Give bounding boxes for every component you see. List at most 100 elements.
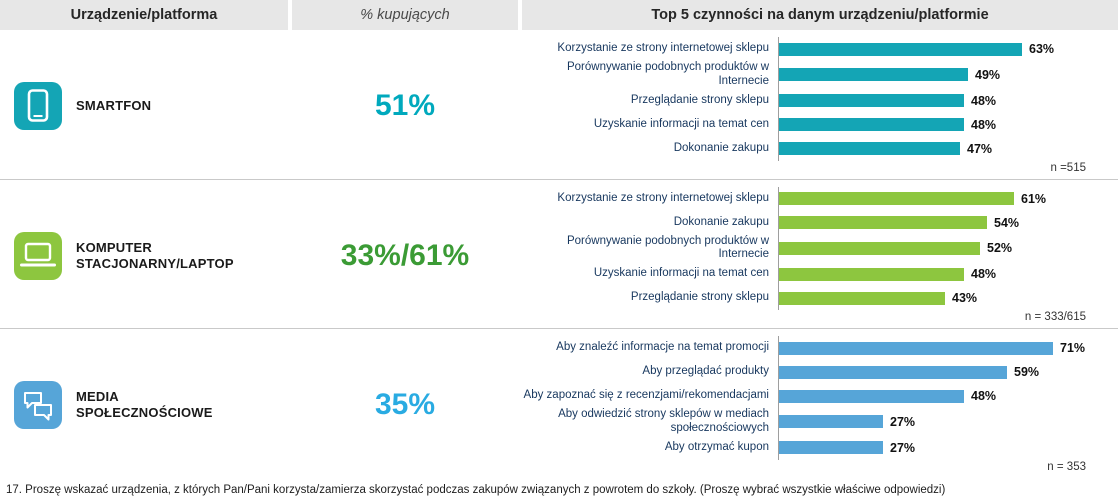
bar-area: 63% [778, 37, 1118, 61]
bar-label: Aby znaleźć informacje na temat promocji [556, 341, 769, 354]
bar-label: Aby zapoznać się z recenzjami/rekomendac… [523, 389, 769, 402]
laptop-icon [12, 230, 64, 282]
device-section: KOMPUTER STACJONARNY/LAPTOP 33%/61% Korzys… [0, 178, 1118, 329]
bar-row: Aby znaleźć informacje na temat promocji… [520, 336, 1118, 361]
bar-row: Korzystanie ze strony internetowej sklep… [520, 37, 1118, 61]
social-media-icon [12, 379, 64, 431]
bar-row: Porównywanie podobnych produktów w Inter… [520, 234, 1118, 263]
device-sections: SMARTFON 51% Korzystanie ze strony interne… [0, 30, 1118, 478]
bar [779, 216, 987, 230]
bar [779, 142, 960, 156]
bar-area: 71% [778, 336, 1118, 361]
bar [779, 68, 968, 82]
bars-cell: Korzystanie ze strony internetowej sklep… [520, 37, 1118, 176]
bar-value: 48% [971, 93, 997, 108]
bars-cell: Aby znaleźć informacje na temat promocji… [520, 336, 1118, 475]
device-section: SMARTFON 51% Korzystanie ze strony interne… [0, 30, 1118, 179]
bar-row: Uzyskanie informacji na temat cen 48% [520, 112, 1118, 137]
bar-value: 54% [994, 215, 1020, 230]
bar-row: Aby otrzymać kupon 27% [520, 435, 1118, 460]
footnote: 17. Proszę wskazać urządzenia, z których… [6, 483, 946, 496]
bar [779, 94, 964, 108]
bar-value: 48% [971, 117, 997, 132]
bar-value: 63% [1029, 42, 1055, 56]
bar [779, 441, 883, 455]
bar-area: 61% [778, 186, 1118, 211]
bar-label: Aby odwiedzić strony sklepów w mediach s… [558, 408, 769, 434]
bar-value: 61% [1021, 191, 1047, 206]
bar-area: 52% [778, 234, 1118, 263]
bar-label: Przeglądanie strony sklepu [630, 93, 769, 106]
bar-area: 54% [778, 210, 1118, 235]
bars-cell: Korzystanie ze strony internetowej sklep… [520, 186, 1118, 326]
bar [779, 267, 964, 281]
bar-row: Porównywanie podobnych produktów w Inter… [520, 61, 1118, 89]
bar [779, 389, 964, 403]
bar-label: Porównywanie podobnych produktów w Inter… [566, 61, 769, 87]
device-name: MEDIA SPOŁECZNOŚCIOWE [76, 389, 213, 421]
bar-area: 48% [778, 88, 1118, 113]
sample-size-label: n = 353 [1047, 460, 1086, 473]
device-name: KOMPUTER STACJONARNY/LAPTOP [76, 239, 234, 271]
bar-row: Aby odwiedzić strony sklepów w mediach s… [520, 408, 1118, 436]
buyers-percent-cell: 33%/61% [290, 239, 520, 273]
bar [779, 241, 980, 255]
bar-area: 48% [778, 112, 1118, 137]
bar-row: Dokonanie zakupu 47% [520, 136, 1118, 161]
bar-label: Porównywanie podobnych produktów w Inter… [566, 234, 769, 261]
bar-row: Uzyskanie informacji na temat cen 48% [520, 262, 1118, 287]
bar [779, 42, 1022, 56]
buyers-percent-cell: 51% [290, 89, 520, 123]
bar-area: 59% [778, 360, 1118, 385]
smartphone-icon [12, 80, 64, 132]
bar-value: 71% [1060, 341, 1086, 356]
device-name: SMARTFON [76, 98, 152, 114]
bar-value: 48% [971, 267, 997, 282]
bar-value: 47% [967, 141, 993, 156]
buyers-percent: 51% [374, 89, 436, 123]
bar-label: Aby przeglądać produkty [642, 365, 769, 378]
bar-area: 43% [778, 286, 1118, 311]
bar-label: Aby otrzymać kupon [664, 440, 769, 453]
bar-row: Przeglądanie strony sklepu 43% [520, 286, 1118, 311]
bar-label: Dokonanie zakupu [673, 141, 769, 154]
device-cell: KOMPUTER STACJONARNY/LAPTOP [0, 230, 290, 282]
device-section: MEDIA SPOŁECZNOŚCIOWE 35% Aby znaleźć info… [0, 328, 1118, 478]
header-cell-top5-activities: Top 5 czynności na danym urządzeniu/plat… [522, 0, 1118, 30]
sample-size-label: n =515 [1050, 161, 1087, 174]
header-cell-buyers-percent: % kupujących [292, 0, 518, 30]
bar-value: 27% [890, 414, 916, 429]
bar-row: Aby przeglądać produkty 59% [520, 360, 1118, 385]
bar [779, 192, 1014, 206]
bar [779, 365, 1007, 379]
bar-row: Korzystanie ze strony internetowej sklep… [520, 186, 1118, 211]
bar-label: Uzyskanie informacji na temat cen [593, 267, 769, 280]
sample-size-label: n = 333/615 [1024, 311, 1086, 324]
bar [779, 118, 964, 132]
bar-value: 43% [952, 291, 978, 306]
device-cell: SMARTFON [0, 80, 290, 132]
device-cell: MEDIA SPOŁECZNOŚCIOWE [0, 379, 290, 431]
bar [779, 291, 945, 305]
bar-label: Dokonanie zakupu [673, 215, 769, 228]
bar-value: 59% [1014, 365, 1040, 380]
bar-area: 48% [778, 262, 1118, 287]
bar-value: 49% [975, 67, 1001, 82]
bar-area: 27% [778, 408, 1118, 436]
bar-area: 47% [778, 136, 1118, 161]
bar-area: 49% [778, 61, 1118, 89]
bar-area: 48% [778, 384, 1118, 409]
bar-label: Przeglądanie strony sklepu [630, 291, 769, 304]
bar-row: Dokonanie zakupu 54% [520, 210, 1118, 235]
bar-label: Korzystanie ze strony internetowej sklep… [557, 191, 769, 204]
buyers-percent: 35% [374, 388, 436, 422]
bar-label: Uzyskanie informacji na temat cen [593, 117, 769, 130]
buyers-percent-cell: 35% [290, 388, 520, 422]
bar-row: Aby zapoznać się z recenzjami/rekomendac… [520, 384, 1118, 409]
bar-value: 27% [890, 440, 916, 455]
table-header: Urządzenie/platforma % kupujących Top 5 … [0, 0, 1118, 30]
bar [779, 341, 1053, 355]
bar-area: 27% [778, 435, 1118, 460]
bar-row: Przeglądanie strony sklepu 48% [520, 88, 1118, 113]
